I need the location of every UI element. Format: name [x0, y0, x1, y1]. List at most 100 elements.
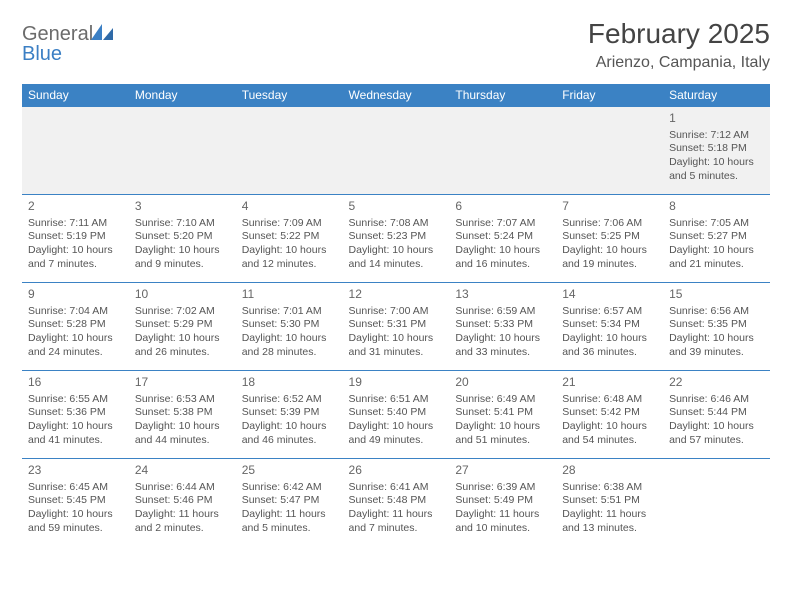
day-header: Friday	[556, 84, 663, 107]
sunrise-text: Sunrise: 6:41 AM	[349, 481, 444, 495]
sunrise-text: Sunrise: 7:07 AM	[455, 217, 550, 231]
sunrise-text: Sunrise: 7:04 AM	[28, 305, 123, 319]
calendar-cell: 1Sunrise: 7:12 AMSunset: 5:18 PMDaylight…	[663, 107, 770, 195]
calendar-cell: 23Sunrise: 6:45 AMSunset: 5:45 PMDayligh…	[22, 459, 129, 547]
daylight-text: Daylight: 10 hours and 33 minutes.	[455, 332, 550, 359]
logo-word2: Blue	[22, 43, 62, 65]
sunset-text: Sunset: 5:39 PM	[242, 406, 337, 420]
daylight-text: Daylight: 10 hours and 28 minutes.	[242, 332, 337, 359]
sunset-text: Sunset: 5:49 PM	[455, 494, 550, 508]
sunrise-text: Sunrise: 7:01 AM	[242, 305, 337, 319]
sunset-text: Sunset: 5:45 PM	[28, 494, 123, 508]
location-text: Arienzo, Campania, Italy	[588, 54, 770, 72]
day-number: 7	[562, 199, 657, 215]
sunset-text: Sunset: 5:24 PM	[455, 230, 550, 244]
calendar-cell: 12Sunrise: 7:00 AMSunset: 5:31 PMDayligh…	[343, 283, 450, 371]
sunset-text: Sunset: 5:22 PM	[242, 230, 337, 244]
sunrise-text: Sunrise: 6:48 AM	[562, 393, 657, 407]
calendar-cell: 26Sunrise: 6:41 AMSunset: 5:48 PMDayligh…	[343, 459, 450, 547]
daylight-text: Daylight: 10 hours and 5 minutes.	[669, 156, 764, 183]
header: General Blue February 2025 Arienzo, Camp…	[22, 18, 770, 72]
sunset-text: Sunset: 5:18 PM	[669, 142, 764, 156]
sunrise-text: Sunrise: 6:55 AM	[28, 393, 123, 407]
day-number: 27	[455, 463, 550, 479]
sunset-text: Sunset: 5:36 PM	[28, 406, 123, 420]
calendar-cell: 14Sunrise: 6:57 AMSunset: 5:34 PMDayligh…	[556, 283, 663, 371]
sunset-text: Sunset: 5:38 PM	[135, 406, 230, 420]
sunset-text: Sunset: 5:41 PM	[455, 406, 550, 420]
day-header: Sunday	[22, 84, 129, 107]
sunrise-text: Sunrise: 7:02 AM	[135, 305, 230, 319]
day-header: Saturday	[663, 84, 770, 107]
day-number: 2	[28, 199, 123, 215]
daylight-text: Daylight: 10 hours and 49 minutes.	[349, 420, 444, 447]
day-header: Tuesday	[236, 84, 343, 107]
title-block: February 2025 Arienzo, Campania, Italy	[588, 18, 770, 72]
day-number: 4	[242, 199, 337, 215]
calendar-cell	[22, 107, 129, 195]
day-number: 14	[562, 287, 657, 303]
day-number: 21	[562, 375, 657, 391]
sunset-text: Sunset: 5:44 PM	[669, 406, 764, 420]
page-title: February 2025	[588, 18, 770, 50]
day-number: 13	[455, 287, 550, 303]
sunrise-text: Sunrise: 6:39 AM	[455, 481, 550, 495]
calendar-cell: 9Sunrise: 7:04 AMSunset: 5:28 PMDaylight…	[22, 283, 129, 371]
daylight-text: Daylight: 10 hours and 14 minutes.	[349, 244, 444, 271]
daylight-text: Daylight: 10 hours and 36 minutes.	[562, 332, 657, 359]
day-number: 20	[455, 375, 550, 391]
sunset-text: Sunset: 5:51 PM	[562, 494, 657, 508]
sunrise-text: Sunrise: 6:59 AM	[455, 305, 550, 319]
calendar-cell: 10Sunrise: 7:02 AMSunset: 5:29 PMDayligh…	[129, 283, 236, 371]
daylight-text: Daylight: 10 hours and 44 minutes.	[135, 420, 230, 447]
day-number: 9	[28, 287, 123, 303]
calendar-cell	[663, 459, 770, 547]
sunrise-text: Sunrise: 6:44 AM	[135, 481, 230, 495]
sunset-text: Sunset: 5:47 PM	[242, 494, 337, 508]
day-number: 5	[349, 199, 444, 215]
sunset-text: Sunset: 5:20 PM	[135, 230, 230, 244]
day-header: Wednesday	[343, 84, 450, 107]
sunrise-text: Sunrise: 6:52 AM	[242, 393, 337, 407]
daylight-text: Daylight: 10 hours and 16 minutes.	[455, 244, 550, 271]
day-number: 28	[562, 463, 657, 479]
calendar-cell: 19Sunrise: 6:51 AMSunset: 5:40 PMDayligh…	[343, 371, 450, 459]
calendar-cell: 18Sunrise: 6:52 AMSunset: 5:39 PMDayligh…	[236, 371, 343, 459]
calendar-cell: 27Sunrise: 6:39 AMSunset: 5:49 PMDayligh…	[449, 459, 556, 547]
day-header: Monday	[129, 84, 236, 107]
sail-icon	[91, 24, 113, 44]
sunrise-text: Sunrise: 6:51 AM	[349, 393, 444, 407]
calendar-cell: 22Sunrise: 6:46 AMSunset: 5:44 PMDayligh…	[663, 371, 770, 459]
calendar-cell	[236, 107, 343, 195]
day-number: 10	[135, 287, 230, 303]
sunset-text: Sunset: 5:29 PM	[135, 318, 230, 332]
sunset-text: Sunset: 5:19 PM	[28, 230, 123, 244]
daylight-text: Daylight: 10 hours and 21 minutes.	[669, 244, 764, 271]
sunset-text: Sunset: 5:27 PM	[669, 230, 764, 244]
calendar-cell: 13Sunrise: 6:59 AMSunset: 5:33 PMDayligh…	[449, 283, 556, 371]
calendar-cell: 3Sunrise: 7:10 AMSunset: 5:20 PMDaylight…	[129, 195, 236, 283]
day-number: 22	[669, 375, 764, 391]
calendar-table: SundayMondayTuesdayWednesdayThursdayFrid…	[22, 84, 770, 547]
daylight-text: Daylight: 11 hours and 2 minutes.	[135, 508, 230, 535]
calendar-cell: 16Sunrise: 6:55 AMSunset: 5:36 PMDayligh…	[22, 371, 129, 459]
sunset-text: Sunset: 5:28 PM	[28, 318, 123, 332]
calendar-cell: 5Sunrise: 7:08 AMSunset: 5:23 PMDaylight…	[343, 195, 450, 283]
calendar-cell: 25Sunrise: 6:42 AMSunset: 5:47 PMDayligh…	[236, 459, 343, 547]
calendar-cell: 28Sunrise: 6:38 AMSunset: 5:51 PMDayligh…	[556, 459, 663, 547]
day-number: 3	[135, 199, 230, 215]
calendar-cell: 24Sunrise: 6:44 AMSunset: 5:46 PMDayligh…	[129, 459, 236, 547]
logo: General Blue	[22, 18, 113, 64]
daylight-text: Daylight: 10 hours and 12 minutes.	[242, 244, 337, 271]
day-number: 24	[135, 463, 230, 479]
calendar-cell	[556, 107, 663, 195]
sunset-text: Sunset: 5:40 PM	[349, 406, 444, 420]
sunrise-text: Sunrise: 7:00 AM	[349, 305, 444, 319]
calendar-cell: 20Sunrise: 6:49 AMSunset: 5:41 PMDayligh…	[449, 371, 556, 459]
sunrise-text: Sunrise: 6:45 AM	[28, 481, 123, 495]
calendar-week: 9 Sunrise: 7:04 AMSunset: 5:28 PM Daylight…	[22, 283, 770, 371]
sunset-text: Sunset: 5:35 PM	[669, 318, 764, 332]
day-number: 23	[28, 463, 123, 479]
daylight-text: Daylight: 10 hours and 51 minutes.	[455, 420, 550, 447]
calendar-week: 1Sunrise: 7:12 AMSunset: 5:18 PMDaylight…	[22, 107, 770, 195]
